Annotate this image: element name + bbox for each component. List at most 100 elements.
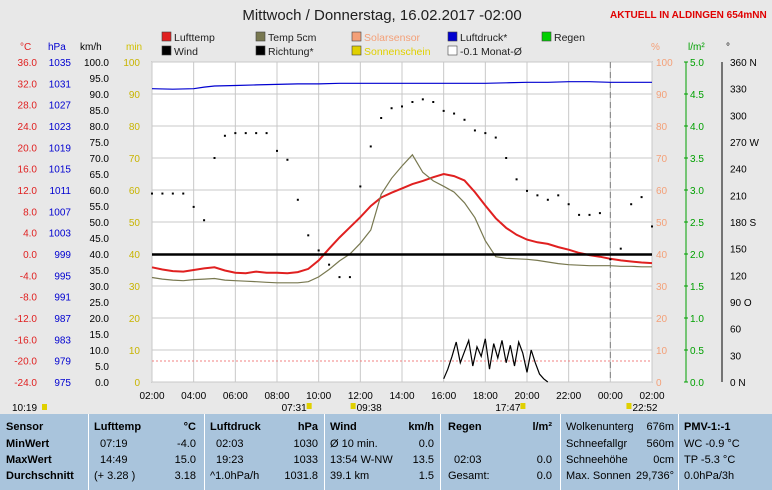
lufttemp-unit: °C <box>183 421 196 433</box>
x-tick-label: 04:00 <box>181 391 206 402</box>
lufttemp-max-time: 14:49 <box>100 454 128 466</box>
min-tick-label: 30 <box>129 282 141 293</box>
wind-max-value: 13.5 <box>412 454 434 466</box>
direction-point <box>161 192 164 195</box>
direction-point <box>526 189 528 192</box>
wind-avg-label: Ø 10 min. <box>330 438 378 450</box>
pressure-tick-label: 991 <box>54 293 71 304</box>
pct-tick-label: 50 <box>656 218 668 229</box>
weather-chart: Mittwoch / Donnerstag, 16.02.2017 -02:00… <box>12 7 767 414</box>
wind-tick-label: 10.0 <box>90 346 110 357</box>
x-tick-label: 20:00 <box>514 391 539 402</box>
wind-block: Wind km/h Ø 10 min. 0.0 13:54 W-NW 13.5 39.… <box>328 414 438 490</box>
dir-tick-label: 60 <box>730 325 742 336</box>
direction-point <box>286 158 289 161</box>
dir-tick-label: 30 <box>730 351 742 362</box>
direction-point <box>484 132 487 135</box>
pct-tick-label: 90 <box>656 90 668 101</box>
temp-tick-label: 0.0 <box>23 250 37 261</box>
min-tick-label: 20 <box>129 314 141 325</box>
wind-tick-label: 35.0 <box>90 266 110 277</box>
temp-tick-label: 36.0 <box>18 58 38 69</box>
direction-point <box>307 234 310 237</box>
schneehoehe-label: Schneehöhe <box>566 454 628 466</box>
series-wind <box>443 338 549 383</box>
row-label-max: MaxWert <box>6 454 52 466</box>
direction-point <box>359 185 362 188</box>
chart-title: Mittwoch / Donnerstag, 16.02.2017 -02:00 <box>242 7 521 24</box>
sensor-block: Sensor MinWert MaxWert Durchschnitt <box>6 414 86 490</box>
max-sonnen-value: 29,736° <box>635 470 674 482</box>
temp-unit: °C <box>20 42 31 53</box>
pressure-tick-label: 983 <box>54 335 71 346</box>
pressure-tick-label: 1015 <box>49 165 72 176</box>
direction-point <box>463 118 466 121</box>
pct-tick-label: 30 <box>656 282 668 293</box>
regen-unit: l/m² <box>532 421 552 433</box>
row-label-min: MinWert <box>6 438 50 450</box>
x-tick-label: 00:00 <box>598 391 623 402</box>
direction-point <box>651 225 653 228</box>
location-label: AKTUELL IN ALDINGEN 654mNN <box>610 10 767 21</box>
dir-tick-label: 210 <box>730 191 747 202</box>
sun-unit: min <box>126 42 142 53</box>
pressure-tick-label: 1003 <box>49 229 72 240</box>
pct-tick-label: 100 <box>656 58 673 69</box>
direction-point <box>213 157 216 159</box>
legend-swatch <box>541 31 552 42</box>
pmv-block: PMV-1:-1 WC -0.9 °C TP -5.3 °C 0.0hPa/3h <box>682 414 772 490</box>
legend: Lufttemp Temp 5cm Solarsensor Luftdruck* Reg… <box>161 31 585 58</box>
legend-label: Richtung* <box>268 46 314 58</box>
direction-point <box>567 203 570 206</box>
direction-point <box>494 136 497 139</box>
wind-tick-label: 85.0 <box>90 106 110 117</box>
x-tick-label: 10:00 <box>306 391 331 402</box>
regen-header: Regen <box>448 421 482 433</box>
x-tick-label: 18:00 <box>473 391 498 402</box>
legend-swatch <box>161 31 172 42</box>
pct-tick-label: 40 <box>656 250 668 261</box>
direction-point <box>244 132 247 135</box>
wind-tick-label: 95.0 <box>90 74 110 85</box>
rain-tick-label: 4.0 <box>690 122 704 133</box>
legend-label: Solarsensor <box>364 32 421 44</box>
wind-tick-label: 65.0 <box>90 170 110 181</box>
dir-tick-label: 180 S <box>730 218 756 229</box>
wind-avg-value: 0.0 <box>418 438 434 450</box>
min-tick-label: 60 <box>129 186 141 197</box>
dir-tick-label: 330 <box>730 85 747 96</box>
direction-point <box>411 101 414 103</box>
schneefallgr-value: 560m <box>646 438 674 450</box>
direction-point <box>515 178 518 181</box>
legend-swatch <box>447 45 458 56</box>
dir-tick-label: 300 <box>730 111 747 122</box>
pressure-tick-label: 1011 <box>49 186 71 197</box>
legend-swatch <box>351 31 362 42</box>
pct-tick-label: 70 <box>656 154 668 165</box>
luftdruck-min-time: 02:03 <box>216 438 244 450</box>
temp-tick-label: -12.0 <box>14 314 37 325</box>
sun-marker-label: 09:38 <box>357 403 382 414</box>
dir-tick-label: 150 <box>730 245 747 256</box>
direction-point <box>598 212 601 215</box>
cloud-block: Wolkenunterg 676m Schneefallgr 560m Schnee… <box>564 414 676 490</box>
temp-tick-label: 16.0 <box>18 165 38 176</box>
wolkenunterg-label: Wolkenunterg <box>566 421 634 433</box>
wind-tick-label: 25.0 <box>90 298 110 309</box>
temp-tick-label: 12.0 <box>18 186 38 197</box>
luftdruck-min-value: 1030 <box>293 438 318 450</box>
direction-point <box>453 112 456 115</box>
wind-tick-label: 70.0 <box>90 154 110 165</box>
luftdruck-header: Luftdruck <box>210 421 261 433</box>
rain-tick-label: 1.0 <box>690 314 704 325</box>
sun-marker <box>520 403 526 409</box>
wind-tick-label: 5.0 <box>95 362 109 373</box>
series-temp-5cm <box>151 153 652 284</box>
legend-label: Regen <box>554 32 585 44</box>
dir-tick-label: 360 N <box>730 58 757 69</box>
min-tick-label: 50 <box>129 218 141 229</box>
temp-tick-label: -4.0 <box>20 271 38 282</box>
temp-tick-label: -16.0 <box>14 335 37 346</box>
lufttemp-header: Lufttemp <box>94 421 142 433</box>
rain-unit: l/m² <box>688 42 705 53</box>
